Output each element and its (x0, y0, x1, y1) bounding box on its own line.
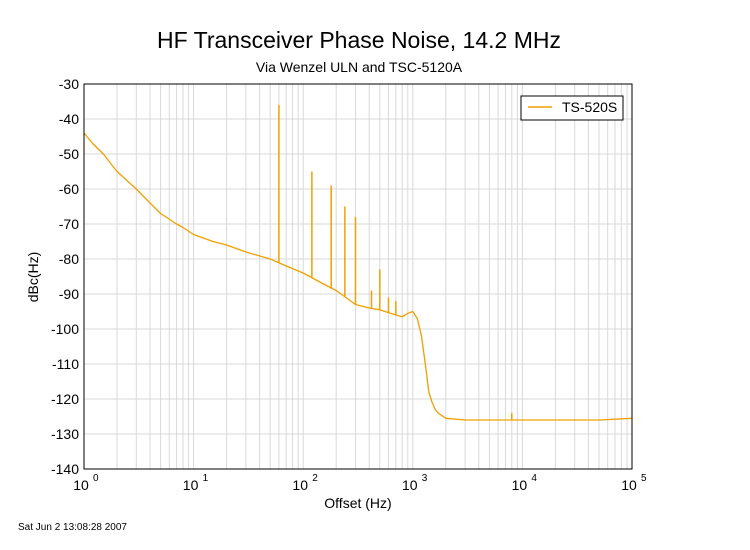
x-tick-exponent: 5 (641, 473, 647, 484)
legend: TS-520S (520, 95, 624, 121)
y-tick-label: -50 (59, 146, 79, 162)
y-tick-label: -140 (51, 461, 79, 477)
x-tick-labels: 10 0 10 1 10 2 10 3 10 4 10 5 (73, 473, 647, 493)
y-tick-label: -70 (59, 216, 79, 232)
grid (84, 84, 632, 469)
x-tick-exponent: 1 (203, 473, 209, 484)
x-tick-label: 10 (512, 477, 528, 493)
chart-title: HF Transceiver Phase Noise, 14.2 MHz (157, 27, 561, 53)
legend-label: TS-520S (562, 99, 617, 115)
x-tick-label: 10 (73, 477, 89, 493)
x-tick-label: 10 (183, 477, 199, 493)
x-tick-label: 10 (292, 477, 308, 493)
x-tick-exponent: 2 (312, 473, 318, 484)
y-tick-labels: -30 -40 -50 -60 -70 -80 -90 -100 -110 -120 -130 -14… (51, 76, 79, 477)
y-tick-label: -60 (59, 181, 79, 197)
y-tick-label: -80 (59, 251, 79, 267)
legend-box (520, 95, 624, 121)
x-tick-exponent: 0 (93, 473, 99, 484)
x-axis-label: Offset (Hz) (324, 495, 391, 511)
plot-frame (83, 83, 633, 470)
x-tick-exponent: 4 (531, 473, 537, 484)
y-tick-label: -40 (59, 111, 79, 127)
series-line-0 (83, 132, 633, 421)
y-tick-label: -110 (52, 356, 79, 372)
y-tick-label: -90 (59, 286, 79, 302)
x-tick-label: 10 (402, 477, 418, 493)
y-tick-label: -100 (51, 321, 79, 337)
y-axis-label: dBc(Hz) (25, 252, 41, 303)
y-tick-label: -130 (51, 426, 79, 442)
x-tick-label: 10 (621, 477, 637, 493)
y-tick-label: -120 (51, 391, 79, 407)
chart-subtitle: Via Wenzel ULN and TSC-5120A (256, 59, 463, 75)
series-layer (83, 105, 633, 421)
y-tick-label: -30 (59, 76, 79, 92)
timestamp: Sat Jun 2 13:08:28 2007 (18, 522, 127, 533)
x-tick-exponent: 3 (422, 473, 428, 484)
